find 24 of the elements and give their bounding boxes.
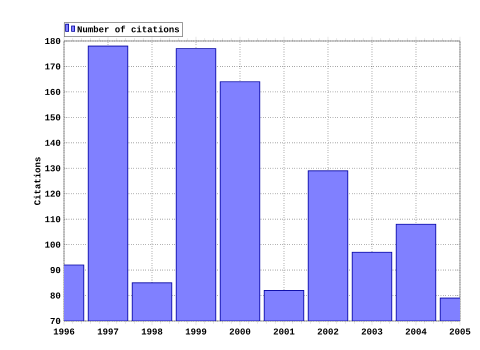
- x-tick-label: 2000: [230, 328, 250, 335]
- y-tick-label: 140: [45, 140, 60, 146]
- y-tick-label: 160: [45, 88, 60, 95]
- y-tick-label: 150: [45, 114, 60, 120]
- y-tick-label: 90: [50, 267, 60, 274]
- x-tick-label: 2003: [362, 328, 382, 335]
- x-tick-label: 1996: [54, 328, 74, 335]
- y-tick-label: 70: [50, 318, 60, 324]
- y-tick-label: 100: [45, 242, 60, 248]
- y-tick-label: 180: [45, 38, 60, 44]
- x-tick-label: 1999: [186, 328, 206, 335]
- x-tick-label: 1998: [142, 328, 162, 335]
- x-tick-label: 2004: [406, 328, 427, 335]
- x-tick-label: 2002: [318, 328, 338, 335]
- x-tick-label: 2001: [274, 328, 294, 335]
- y-tick-label: 110: [45, 216, 60, 222]
- x-tick-label: 2005: [450, 328, 470, 335]
- legend-label: Number of citations: [78, 26, 180, 32]
- y-tick-label: 120: [45, 190, 60, 197]
- y-axis-title: Citations: [34, 157, 40, 205]
- y-tick-label: 80: [50, 292, 60, 299]
- y-tick-label: 170: [45, 63, 60, 70]
- y-tick-label: 130: [45, 165, 60, 172]
- x-tick-label: 1997: [98, 328, 118, 335]
